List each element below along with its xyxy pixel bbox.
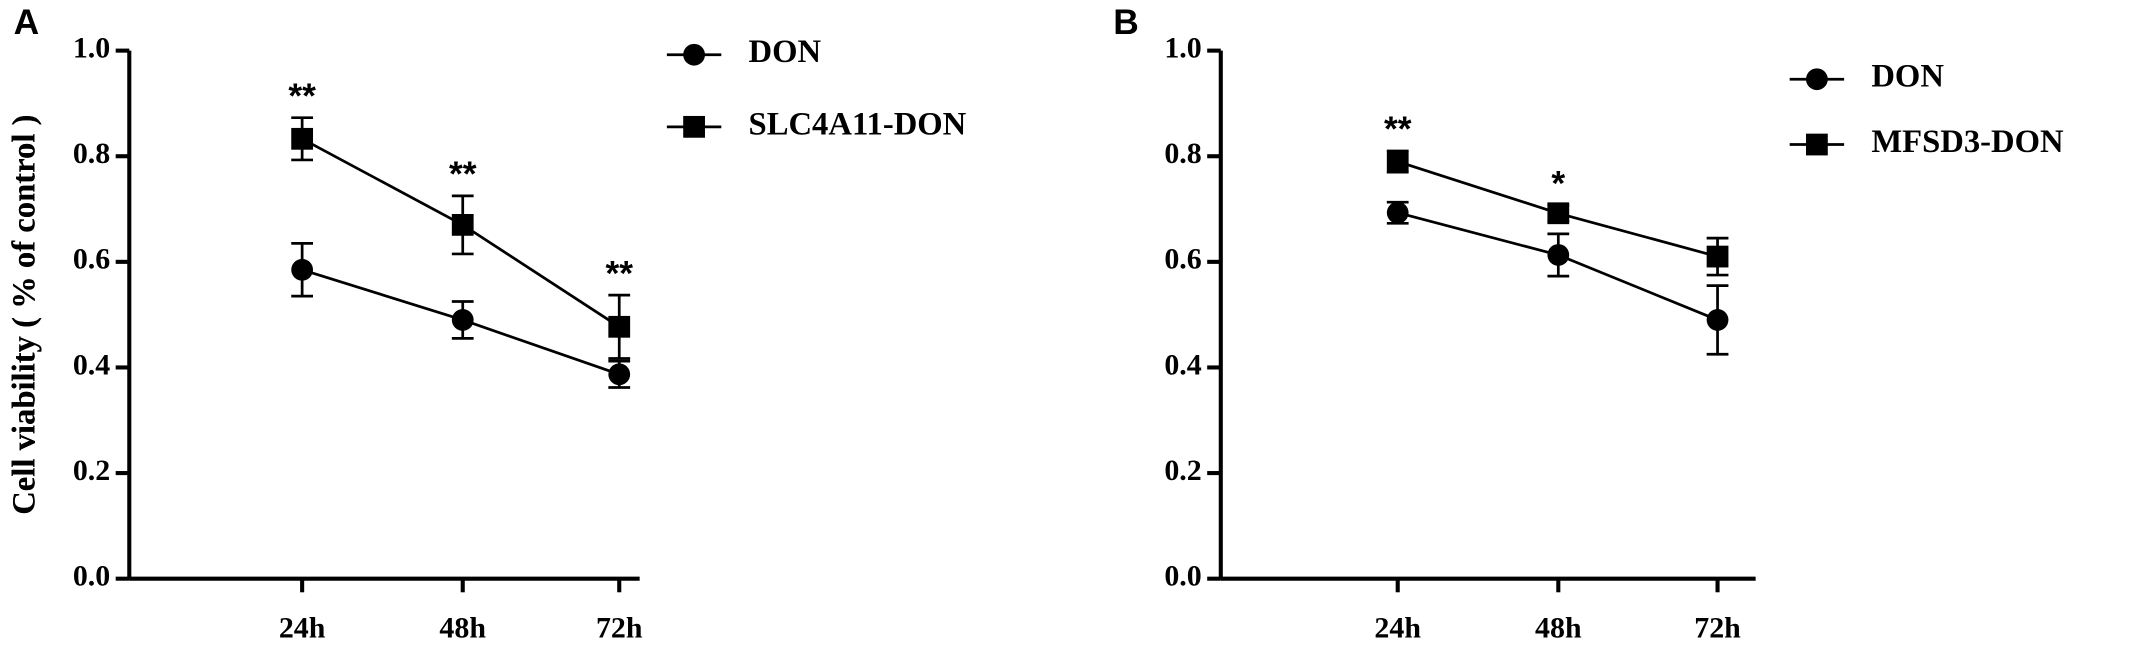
y-axis-title: Cell viability ( % of control ) [7, 115, 43, 515]
legend-label: MFSD3-DON [1871, 124, 2064, 160]
legend-marker [683, 115, 705, 138]
y-tick-label: 0.0 [1164, 560, 1201, 593]
data-point [451, 309, 474, 331]
y-tick-label: 0.2 [73, 454, 110, 487]
panel-label: B [1113, 3, 1139, 42]
y-tick-label: 0.4 [73, 348, 110, 381]
legend-label: SLC4A11-DON [749, 106, 967, 142]
data-point [451, 213, 474, 236]
data-point [608, 315, 631, 338]
x-tick-label: 48h [1535, 611, 1582, 644]
legend-marker [683, 43, 705, 66]
significance-label: ** [288, 77, 316, 116]
data-point [1706, 245, 1729, 268]
data-point [291, 258, 314, 281]
data-point [1706, 309, 1729, 331]
x-tick-label: 24h [1374, 611, 1421, 644]
y-tick-label: 0.6 [1164, 243, 1201, 276]
data-point [291, 127, 314, 150]
legend-marker [1806, 68, 1828, 91]
legend-marker [1806, 133, 1828, 156]
y-tick-label: 0.4 [1164, 348, 1201, 381]
data-point [1547, 202, 1570, 225]
data-point [1386, 150, 1409, 173]
y-tick-label: 0.6 [73, 243, 110, 276]
legend-label: DON [749, 34, 822, 70]
y-tick-label: 0.0 [73, 560, 110, 593]
y-tick-label: 0.2 [1164, 454, 1201, 487]
significance-label: ** [449, 155, 477, 194]
panel-label: A [14, 3, 40, 42]
y-tick-label: 0.8 [1164, 137, 1201, 170]
x-tick-label: 72h [1694, 611, 1741, 644]
x-tick-label: 48h [439, 611, 486, 644]
significance-label: ** [1384, 110, 1412, 149]
y-tick-label: 1.0 [1164, 32, 1201, 65]
data-point [1547, 244, 1570, 266]
x-tick-label: 72h [596, 611, 643, 644]
y-axis-title: Cell viability ( % of control ) [7, 115, 43, 515]
x-tick-label: 24h [279, 611, 326, 644]
legend-label: DON [1871, 59, 1944, 95]
y-tick-label: 0.8 [73, 137, 110, 170]
y-tick-label: 1.0 [73, 32, 110, 65]
data-point [1386, 201, 1409, 224]
significance-label: ** [605, 254, 633, 293]
data-point [608, 363, 631, 386]
significance-label: * [1551, 165, 1565, 204]
